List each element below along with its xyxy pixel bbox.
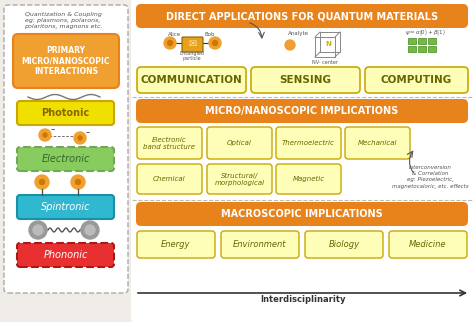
Text: Quantization & Coupling
eg: plasmons, polarons,
polaritons, magnons etc.: Quantization & Coupling eg: plasmons, po… xyxy=(24,12,102,29)
FancyBboxPatch shape xyxy=(137,231,215,258)
Text: DIRECT APPLICATIONS FOR QUANTUM MATERIALS: DIRECT APPLICATIONS FOR QUANTUM MATERIAL… xyxy=(166,11,438,21)
FancyBboxPatch shape xyxy=(17,195,114,219)
Bar xyxy=(408,38,416,44)
Text: Electronic: Electronic xyxy=(41,154,90,164)
Circle shape xyxy=(29,221,47,239)
Text: NV- center: NV- center xyxy=(312,60,338,64)
Circle shape xyxy=(212,41,218,45)
Text: –: – xyxy=(51,126,55,135)
FancyBboxPatch shape xyxy=(17,243,114,267)
Circle shape xyxy=(85,225,95,235)
FancyBboxPatch shape xyxy=(136,99,468,123)
Circle shape xyxy=(81,221,99,239)
Circle shape xyxy=(39,129,51,141)
FancyBboxPatch shape xyxy=(137,127,202,159)
Bar xyxy=(408,46,416,52)
Text: Bob: Bob xyxy=(205,32,215,36)
FancyBboxPatch shape xyxy=(276,164,341,194)
Text: Thermoelectric: Thermoelectric xyxy=(282,140,335,146)
Text: MACROSCOPIC IMPLICATIONS: MACROSCOPIC IMPLICATIONS xyxy=(221,209,383,219)
Circle shape xyxy=(285,40,295,50)
Text: N: N xyxy=(325,41,331,47)
FancyBboxPatch shape xyxy=(251,67,360,93)
Text: ✉: ✉ xyxy=(188,39,196,49)
FancyBboxPatch shape xyxy=(207,127,272,159)
Bar xyxy=(428,38,436,44)
Circle shape xyxy=(167,41,173,45)
Text: Magnetic: Magnetic xyxy=(292,176,325,182)
Text: Alice: Alice xyxy=(168,32,182,36)
FancyBboxPatch shape xyxy=(182,37,203,52)
FancyBboxPatch shape xyxy=(4,5,128,293)
Text: Structural/
morphological: Structural/ morphological xyxy=(214,173,264,185)
Text: Optical: Optical xyxy=(227,140,252,146)
FancyBboxPatch shape xyxy=(389,231,467,258)
FancyBboxPatch shape xyxy=(221,231,299,258)
FancyBboxPatch shape xyxy=(207,164,272,194)
Circle shape xyxy=(43,133,47,137)
FancyBboxPatch shape xyxy=(13,34,119,88)
FancyBboxPatch shape xyxy=(136,202,468,226)
Text: Entangled
particle: Entangled particle xyxy=(180,51,204,62)
Text: Energy: Energy xyxy=(161,240,191,249)
Circle shape xyxy=(209,37,221,49)
FancyBboxPatch shape xyxy=(305,231,383,258)
FancyBboxPatch shape xyxy=(365,67,468,93)
Circle shape xyxy=(164,37,176,49)
Text: Mechanical: Mechanical xyxy=(358,140,397,146)
Text: $\psi=\alpha|0\rangle+\beta|1\rangle$: $\psi=\alpha|0\rangle+\beta|1\rangle$ xyxy=(405,27,446,37)
Bar xyxy=(418,38,426,44)
Text: Phononic: Phononic xyxy=(43,250,88,260)
Text: Photonic: Photonic xyxy=(41,108,90,118)
Text: Chemical: Chemical xyxy=(153,176,186,182)
Circle shape xyxy=(35,175,49,189)
FancyBboxPatch shape xyxy=(137,67,246,93)
FancyBboxPatch shape xyxy=(17,147,114,171)
Text: Interdisciplinarity: Interdisciplinarity xyxy=(260,296,346,305)
FancyBboxPatch shape xyxy=(136,4,468,28)
Circle shape xyxy=(71,175,85,189)
Text: PRIMARY
MICRO/NANOSCOPIC
INTERACTIONS: PRIMARY MICRO/NANOSCOPIC INTERACTIONS xyxy=(22,46,110,76)
Text: COMPUTING: COMPUTING xyxy=(381,75,452,85)
Text: Analyte: Analyte xyxy=(288,31,309,35)
Bar xyxy=(428,46,436,52)
Circle shape xyxy=(33,225,43,235)
Text: Medicine: Medicine xyxy=(409,240,447,249)
Circle shape xyxy=(39,179,45,185)
Text: SENSING: SENSING xyxy=(280,75,331,85)
Text: Spintronic: Spintronic xyxy=(41,202,90,212)
Text: –: – xyxy=(86,128,90,137)
Text: Interconversion
& Correlation
eg: Piezoelectric,
magnetocaloric, etc. effects: Interconversion & Correlation eg: Piezoe… xyxy=(392,165,468,189)
FancyBboxPatch shape xyxy=(276,127,341,159)
Circle shape xyxy=(78,136,82,140)
Circle shape xyxy=(74,132,86,144)
Text: Environment: Environment xyxy=(233,240,287,249)
Text: MICRO/NANOSCOPIC IMPLICATIONS: MICRO/NANOSCOPIC IMPLICATIONS xyxy=(205,106,399,116)
Text: COMMUNICATION: COMMUNICATION xyxy=(141,75,242,85)
FancyBboxPatch shape xyxy=(345,127,410,159)
Bar xyxy=(418,46,426,52)
Text: Biology: Biology xyxy=(328,240,360,249)
FancyBboxPatch shape xyxy=(17,101,114,125)
Circle shape xyxy=(75,179,81,185)
FancyBboxPatch shape xyxy=(131,0,474,322)
FancyBboxPatch shape xyxy=(137,164,202,194)
Text: Electronic
band structure: Electronic band structure xyxy=(144,137,195,149)
